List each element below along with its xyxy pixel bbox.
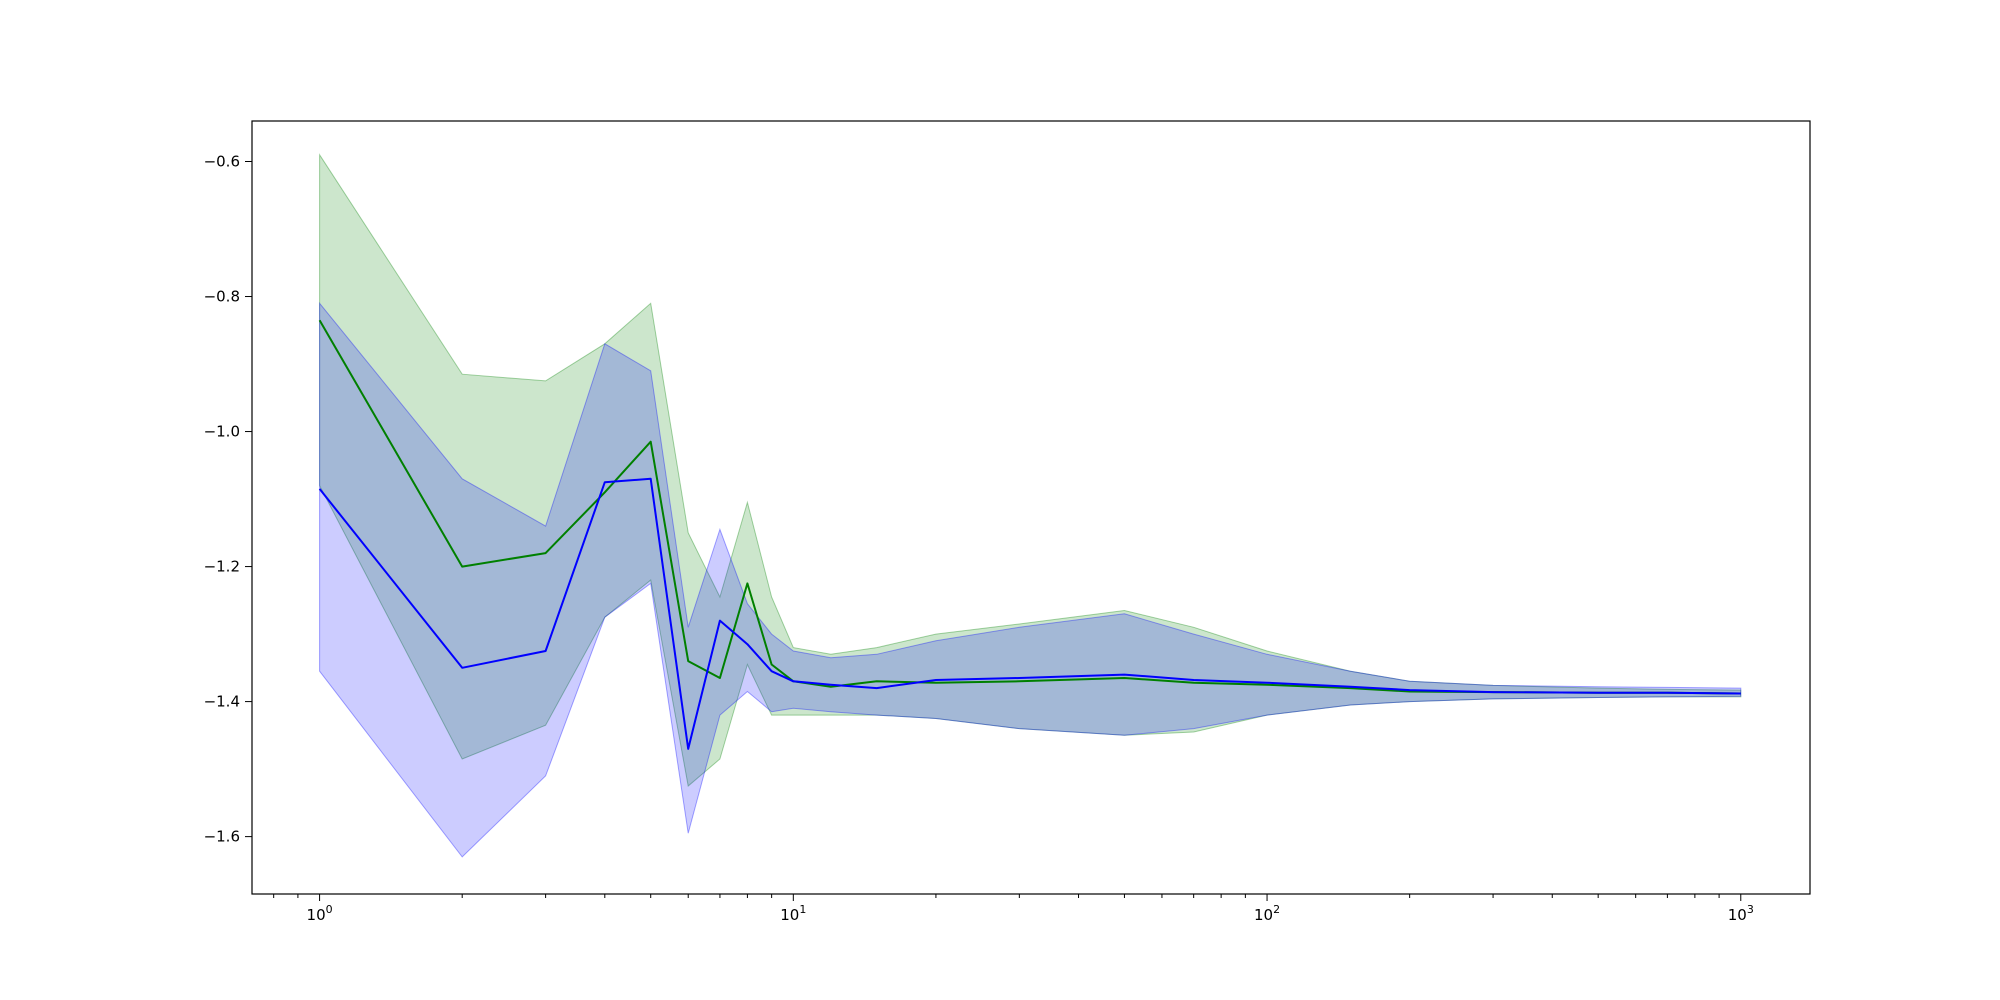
- x-tick-label: 103: [1728, 903, 1754, 924]
- series-line-2: [318, 477, 1741, 750]
- x-axis: 100 101 102 103: [273, 894, 1754, 924]
- x-tick-label-exponent: 0: [326, 903, 333, 916]
- x-tick-label-base: 10: [307, 906, 326, 924]
- axes-frame: [251, 120, 1811, 895]
- y-tick-label: −0.8: [204, 288, 240, 306]
- y-tick-label: −1.6: [204, 828, 240, 846]
- x-tick-label-exponent: 2: [1273, 903, 1280, 916]
- x-tick-label: 102: [1254, 903, 1280, 924]
- x-tick-label: 100: [307, 903, 333, 924]
- y-tick-label: −1.4: [204, 693, 240, 711]
- x-tick-label-base: 10: [1254, 906, 1273, 924]
- y-tick-label: −1.2: [204, 558, 240, 576]
- y-tick-label: −0.6: [204, 153, 240, 171]
- plot-area: [318, 153, 1742, 858]
- confidence-band-2: [319, 301, 1742, 858]
- y-axis: −0.6 −0.8 −1.0 −1.2 −1.4 −1.6: [204, 153, 252, 846]
- y-tick-label: −1.0: [204, 423, 240, 441]
- x-tick-label-base: 10: [780, 906, 799, 924]
- confidence-band-1: [319, 153, 1742, 787]
- x-tick-label-base: 10: [1728, 906, 1747, 924]
- x-tick-label-exponent: 3: [1747, 903, 1754, 916]
- x-tick-label: 101: [780, 903, 806, 924]
- x-tick-label-exponent: 1: [799, 903, 806, 916]
